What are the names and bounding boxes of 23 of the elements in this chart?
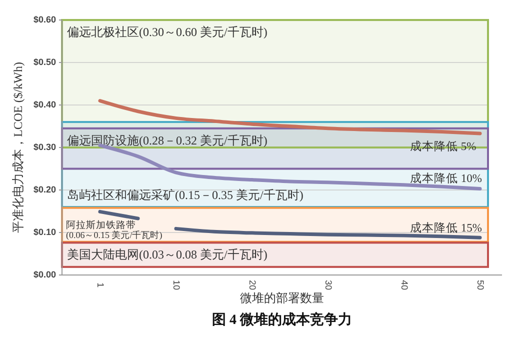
annotation: 成本降低 10% [410, 172, 482, 186]
x-tick-label: 30 [324, 280, 334, 290]
y-tick-label: $0.20 [33, 184, 56, 194]
y-tick-label: $0.10 [33, 226, 56, 237]
y-tick-label: $0.60 [33, 14, 56, 24]
text: 图 4 微堆的成本竞争力 [212, 311, 352, 328]
y-tick-label: $0.40 [33, 99, 56, 110]
line-series [98, 99, 482, 136]
y-tick-label: $0.50 [33, 56, 56, 67]
y-tick-label: $0.00 [33, 269, 56, 280]
x-tick-label: 10 [172, 280, 182, 290]
band-label: 偏远北极社区(0.30～0.60 美元/千瓦时) [67, 25, 268, 39]
band-label: 美国大陆电网(0.03～0.08 美元/千瓦时) [67, 248, 268, 262]
y-axis-title: 平准化电力成本，LCOE ($/kWh) [11, 62, 25, 233]
y-tick-label: $0.30 [33, 142, 56, 152]
x-tick-label: 20 [248, 280, 258, 290]
x-tick-label: 40 [400, 280, 410, 290]
band-label: 岛屿社区和偏远采矿(0.15－0.35 美元/千瓦时) [67, 188, 304, 202]
x-tick-label: 1 [96, 282, 106, 288]
band-label: 阿拉斯加铁路带 (0.06～0.15 美元/千瓦时) [66, 218, 162, 240]
x-axis-title: 微堆的部署数量 [240, 291, 324, 305]
x-tick-label: 50 [476, 280, 486, 290]
annotation: 成本降低 15% [410, 222, 482, 235]
